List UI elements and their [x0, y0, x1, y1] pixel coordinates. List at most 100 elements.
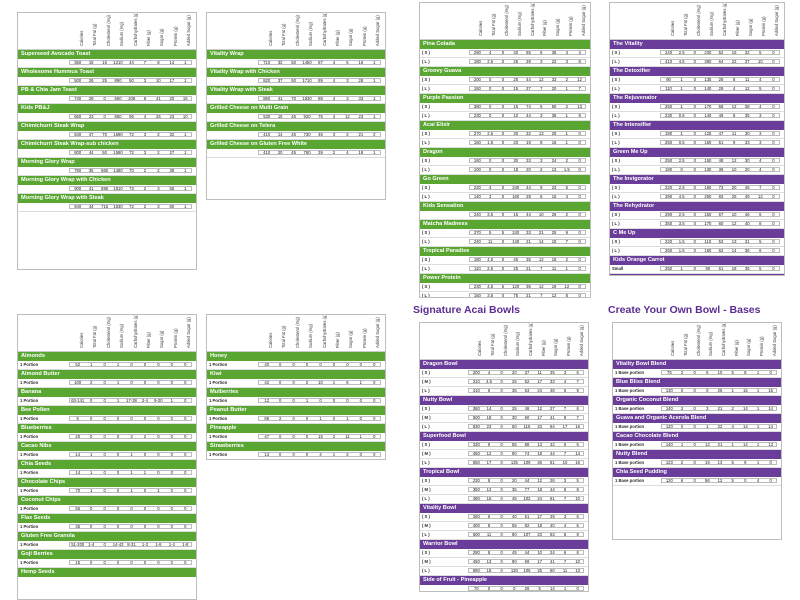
nutrition-value: 940	[74, 204, 82, 209]
value-box	[258, 452, 381, 457]
column-label-text: Calories	[670, 340, 676, 356]
item-name: Chimichurri Steak Wrap	[18, 122, 196, 131]
column-label-text: Sodium (mg)	[516, 12, 522, 36]
nutrition-value: 65	[526, 50, 531, 55]
column-label: Carbohydrates (g)	[527, 3, 535, 36]
nutrition-value: 29	[549, 514, 555, 519]
column-label: Fiber (g)	[143, 316, 151, 348]
column-label-text: Total Fat (g)	[683, 333, 688, 356]
size-label: ( S )	[422, 131, 430, 136]
nutrition-value: 410	[263, 150, 271, 155]
column-label: Calories	[265, 14, 273, 46]
nutrition-value: 5	[759, 239, 762, 244]
nutrition-value: 1	[680, 131, 683, 136]
nutrition-row: 940 44 715 1930 72 2 3 60 1	[18, 203, 196, 212]
nutrition-value: 33	[549, 379, 555, 384]
column-label: Cholesterol (mg)	[103, 14, 111, 46]
nutrition-value: 0	[500, 370, 503, 375]
nutrition-value: 1	[89, 488, 93, 493]
nutrition-value: 20	[511, 478, 517, 483]
nutrition-value: 2.5	[678, 50, 685, 55]
size-label: ( L )	[422, 293, 430, 298]
nutrition-value: 0	[501, 77, 505, 82]
column-label: Protein (g)	[359, 316, 367, 348]
nutrition-row: ( L ) 390 4.5 0 250 83 25 49 12 0	[610, 193, 784, 202]
nutrition-value: 0	[130, 362, 133, 367]
column-label-text: Carbohydrates (g)	[528, 322, 533, 356]
nutrition-value: 21	[358, 132, 364, 137]
value-box	[468, 559, 584, 564]
nutrition-value: 4	[563, 523, 567, 528]
nutrition-value: 15	[102, 60, 107, 65]
nutrition-value: 22	[731, 59, 737, 64]
nutrition-value: 64	[549, 424, 555, 429]
size-label: ( M )	[422, 451, 431, 456]
nutrition-row: 1 Portion 14 1 0 0 1 1 0 0 0	[18, 469, 196, 478]
nutrition-value: 42	[264, 380, 270, 385]
item-name: Kids Sensation	[420, 202, 590, 211]
nutrition-value: 1810	[113, 186, 123, 191]
panel-smoothies-a: Calories Total Fat (g) Cholesterol (mg) Sod…	[419, 2, 591, 298]
nutrition-value: 15	[513, 212, 519, 217]
nutrition-value: 82	[524, 523, 530, 528]
value-box	[660, 167, 780, 172]
value-box	[469, 293, 586, 297]
item-name: Cacao Chocolate Blend	[613, 432, 781, 441]
nutrition-value: 3	[706, 406, 709, 411]
nutrition-value: 0	[501, 167, 505, 172]
size-label: ( S )	[422, 514, 430, 519]
nutrition-value: 0	[501, 293, 505, 298]
nutrition-value: 3.5	[487, 293, 494, 298]
nutrition-value: 26	[549, 478, 555, 483]
nutrition-value: 0	[488, 113, 492, 118]
column-label-text: Protein (g)	[361, 328, 367, 348]
nutrition-value: 0	[772, 194, 775, 199]
nutrition-row: ( S ) 370 5 5 240 33 21 25 9 0	[420, 229, 590, 238]
nutrition-value: 20	[526, 167, 531, 172]
nutrition-value: 14	[549, 586, 555, 591]
nutrition-value: 8	[578, 59, 581, 64]
column-label-text: Fiber (g)	[540, 340, 546, 356]
column-label: Added Sugar (g)	[769, 324, 777, 356]
nutrition-value: 2	[143, 434, 147, 439]
nutrition-value: 500	[74, 78, 82, 83]
value-box	[469, 86, 586, 91]
nutrition-value: 17	[537, 514, 542, 519]
nutrition-value: 130	[665, 388, 673, 393]
nutrition-value: 6	[759, 248, 762, 253]
column-label-text: Fiber (g)	[735, 20, 741, 36]
size-label: 1 Portion	[209, 434, 228, 439]
menu-item-morning-glory-wrap: Morning Glory Wrap 780 35 660 1480 70 2 2 39 1	[18, 158, 196, 176]
nutrition-value: 3	[563, 514, 567, 519]
nutrition-value: 3	[759, 140, 762, 145]
nutrition-value: 100	[74, 380, 82, 385]
nutrition-value: 76	[666, 370, 672, 375]
nutrition-value: 18	[486, 415, 492, 420]
nutrition-value: 3	[563, 370, 567, 375]
menu-item-superseed-avocado-toast: Superseed Avocado Toast 350 15 15 1210 44 7 8 14…	[18, 50, 196, 68]
nutrition-value: 0	[130, 524, 133, 529]
nutrition-row: ( L ) 160 1.5 0 20 19 8 16 1 0	[420, 139, 590, 148]
nutrition-value: 4	[759, 167, 762, 172]
nutrition-value: 41	[156, 96, 161, 101]
nutrition-value: 0	[693, 248, 696, 253]
nutrition-value: 61	[549, 460, 555, 465]
nutrition-value: 200	[472, 370, 480, 375]
nutrition-value: 7	[563, 406, 567, 411]
nutrition-value: 18	[551, 257, 557, 262]
nutrition-value: 89	[318, 78, 323, 83]
value-box	[660, 59, 780, 64]
nutrition-value: 50	[129, 78, 134, 83]
column-label-text: Total Fat (g)	[281, 23, 287, 46]
nutrition-value: 6	[576, 523, 579, 528]
menu-item-the-intensifier: The Intensifier( S ) 190 1 0 125 47 11 30 3 0( L …	[610, 121, 784, 148]
nutrition-value: 0	[373, 380, 376, 385]
nutrition-value: 220	[665, 239, 673, 244]
value-box	[660, 239, 780, 244]
nutrition-value: 0	[500, 514, 503, 519]
nutrition-value: 2.5	[487, 59, 494, 64]
size-label: ( S )	[422, 50, 430, 55]
nutrition-value: 40	[264, 362, 270, 367]
nutrition-value: 2	[565, 104, 568, 109]
nutrition-value: 0	[501, 266, 505, 271]
